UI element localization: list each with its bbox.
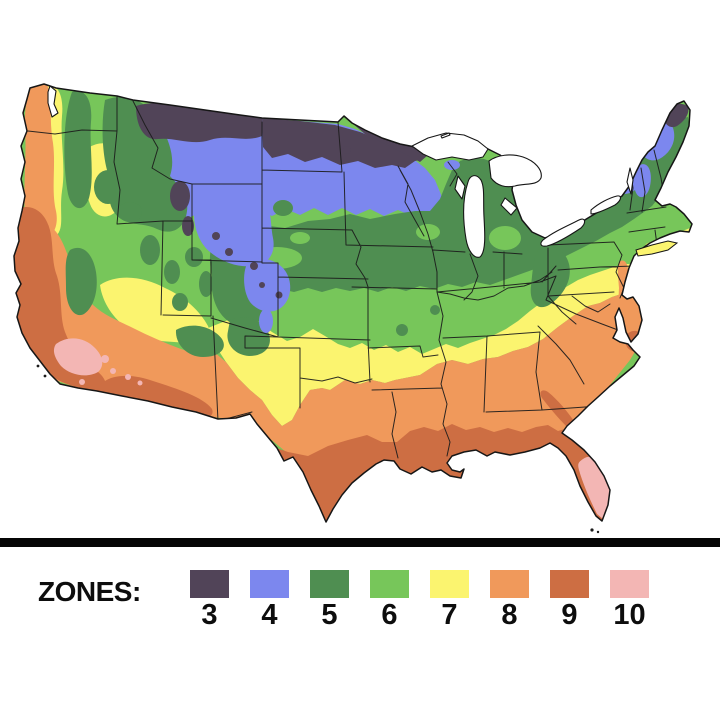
legend-item: 7 — [430, 570, 469, 630]
state-borders — [27, 96, 667, 459]
zone-4-region — [634, 164, 651, 198]
zone-5-region — [118, 202, 142, 222]
legend-item: 6 — [370, 570, 409, 630]
channel-islands — [43, 374, 47, 378]
lake-superior — [411, 132, 489, 161]
legend-swatch-10 — [610, 570, 649, 598]
zone-5-region — [164, 260, 180, 284]
legend-item: 8 — [490, 570, 529, 630]
zone-5-region — [430, 305, 440, 315]
zone-3-region — [250, 262, 258, 270]
zone-9-region — [97, 375, 213, 418]
zone-5-region — [396, 324, 408, 336]
zone-4-region — [444, 160, 460, 170]
zone-9-region — [540, 390, 578, 431]
zone-5-region — [140, 235, 160, 265]
zone-3-region — [262, 118, 420, 168]
zone-5-region — [175, 325, 224, 357]
us-hardiness-map — [13, 83, 693, 534]
legend-swatch-3 — [190, 570, 229, 598]
legend-item: 9 — [550, 570, 589, 630]
zone-5-region — [227, 317, 270, 356]
zone-6-region — [416, 224, 440, 240]
zone-5-region — [172, 293, 188, 311]
zone-3-region — [259, 282, 265, 288]
zone-3-region — [225, 248, 233, 256]
zone-6-region — [489, 226, 521, 250]
long-island — [635, 240, 679, 257]
zone-3-region — [212, 232, 220, 240]
zone-5-region — [64, 90, 92, 209]
zone-9-region — [625, 330, 644, 352]
legend-swatch-4 — [250, 570, 289, 598]
legend-swatch-5 — [310, 570, 349, 598]
florida-keys — [596, 530, 600, 534]
zone-5-region — [102, 96, 188, 232]
green-bay — [454, 175, 466, 200]
lake-champlain — [626, 167, 634, 195]
zone-3-region — [343, 146, 351, 154]
legend-swatch-9 — [550, 570, 589, 598]
legend-item: 4 — [250, 570, 289, 630]
zone-5-region — [185, 247, 203, 267]
zone-10-region — [53, 338, 103, 376]
isle-royale — [440, 132, 451, 139]
legend-swatch-8 — [490, 570, 529, 598]
legend-zone-number: 8 — [501, 599, 518, 631]
zone-4-region — [259, 309, 273, 333]
zone-3-region — [275, 291, 283, 299]
saginaw-bay — [500, 197, 518, 216]
legend-swatch-6 — [370, 570, 409, 598]
zone-10-region — [137, 380, 143, 386]
legend-zone-number: 6 — [381, 599, 398, 631]
divider-bar — [0, 538, 720, 547]
legend-item: 5 — [310, 570, 349, 630]
legend-zone-number: 9 — [561, 599, 578, 631]
zone-8-region — [24, 84, 57, 243]
legend-zone-number: 5 — [321, 599, 338, 631]
lake-michigan — [463, 175, 486, 258]
zone-5-region — [273, 200, 293, 216]
zone-4-region — [193, 184, 274, 267]
legend-items: 3 4 5 6 7 8 9 10 — [190, 570, 649, 630]
us-outline — [13, 83, 693, 523]
legend-zone-number: 7 — [441, 599, 458, 631]
legend-zone-number: 4 — [261, 599, 278, 631]
legend-zone-number: 3 — [201, 599, 218, 631]
zone-6-region — [290, 232, 310, 244]
zone-3-region — [170, 181, 190, 211]
zone-10-region — [110, 368, 116, 374]
legend-item: 3 — [190, 570, 229, 630]
zone-10-region — [101, 355, 109, 363]
lake-huron — [488, 154, 542, 188]
zone-5-region — [530, 246, 570, 308]
zone-10-region — [79, 379, 85, 385]
legend-swatch-7 — [430, 570, 469, 598]
lake-erie — [540, 218, 586, 247]
florida-keys — [590, 528, 594, 532]
puget-sound — [47, 85, 59, 118]
lake-ontario — [590, 195, 622, 215]
legend: ZONES: 3 4 5 6 7 8 9 10 — [0, 562, 720, 652]
legend-label: ZONES: — [38, 576, 141, 607]
zone-9-region — [14, 207, 106, 391]
legend-item: 10 — [610, 570, 649, 630]
zone-10-region — [125, 374, 131, 380]
zone-5-region — [65, 247, 97, 316]
channel-islands — [36, 364, 40, 368]
legend-zone-number: 10 — [613, 599, 646, 631]
zone-4-region — [396, 160, 443, 213]
zone-5-region — [199, 271, 213, 297]
zone-5-region — [94, 170, 122, 204]
